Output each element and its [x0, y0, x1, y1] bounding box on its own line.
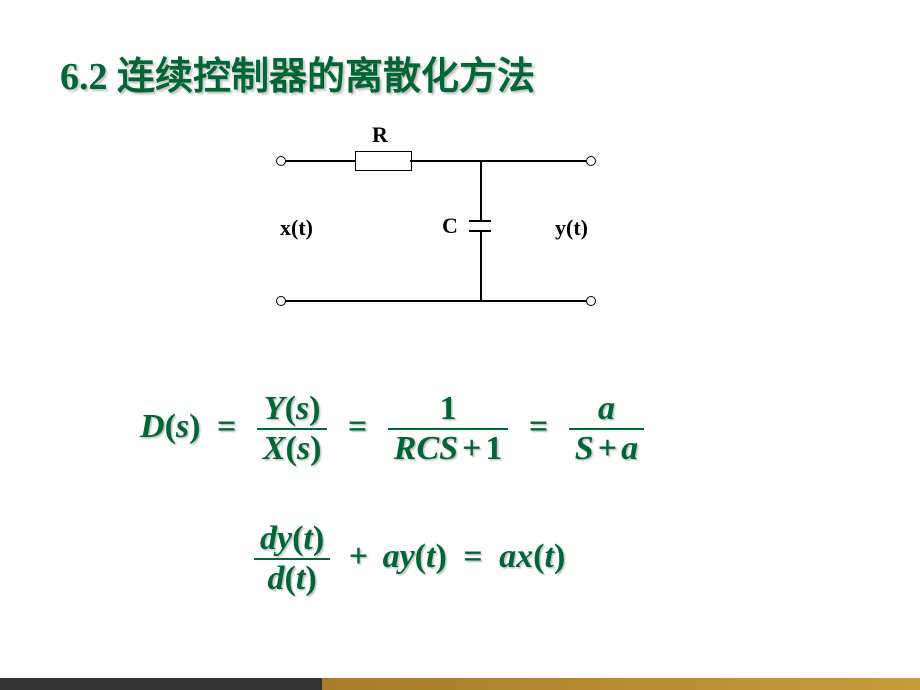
arg-s: s — [176, 408, 189, 445]
lhs-D: D — [140, 408, 165, 445]
wire — [480, 160, 482, 220]
wire — [410, 160, 586, 162]
terminal — [586, 296, 596, 306]
fraction-a-sa: a S+a — [569, 390, 644, 468]
terminal — [276, 296, 286, 306]
section-title: 6.2 连续控制器的离散化方法 — [60, 45, 535, 100]
footer-bar — [0, 678, 920, 690]
wire — [284, 300, 586, 302]
differential-equation: dy(t) d(t) + ay(t) = ax(t) — [250, 520, 565, 598]
label-x: x(t) — [280, 215, 313, 241]
transfer-function-equation: D(s) = Y(s) X(s) = 1 RCS+1 = a S+a — [140, 390, 648, 468]
terminal — [276, 156, 286, 166]
resistor — [355, 151, 412, 171]
fraction-rcs: 1 RCS+1 — [388, 390, 509, 468]
wire — [284, 160, 355, 162]
rc-circuit-diagram: R C x(t) y(t) — [270, 130, 620, 330]
wire — [480, 232, 482, 300]
fraction-dydt: dy(t) d(t) — [254, 520, 330, 598]
fraction-ys-xs: Y(s) X(s) — [257, 390, 328, 468]
capacitor-plate — [469, 220, 491, 222]
slide: 6.2 连续控制器的离散化方法 R C x(t) y(t) D(s) = Y(s… — [0, 0, 920, 690]
label-r: R — [372, 122, 388, 148]
label-c: C — [442, 213, 458, 239]
label-y: y(t) — [555, 215, 588, 241]
terminal — [586, 156, 596, 166]
